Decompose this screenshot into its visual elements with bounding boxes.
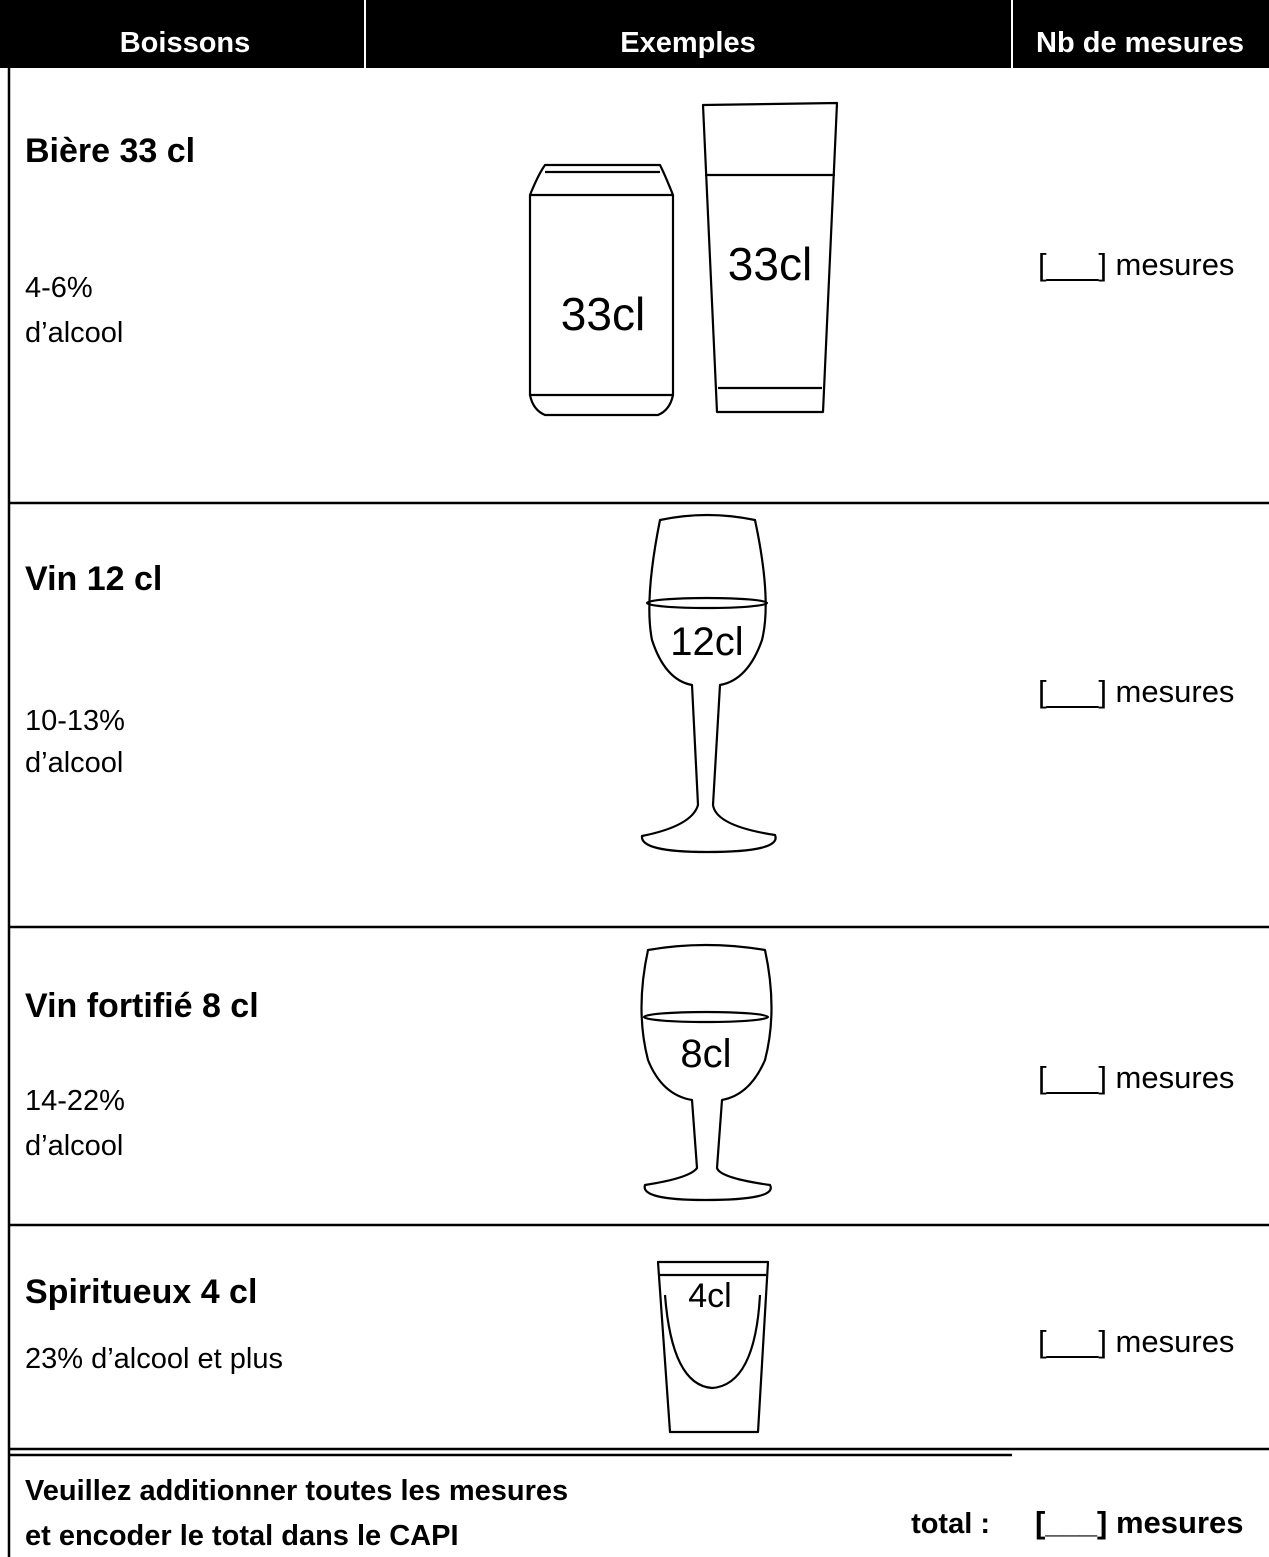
header-cell: Nb de mesures [1036, 27, 1244, 59]
example-label: 12cl [670, 620, 743, 664]
measure-count: [___] mesures [1038, 1060, 1234, 1095]
alcohol-text: 14-22% [25, 1085, 125, 1117]
measure-count: [___] mesures [1038, 1324, 1234, 1359]
example-label: 33cl [728, 238, 812, 290]
measure-count: [___] mesures [1038, 247, 1234, 282]
alcohol-text: d’alcool [25, 747, 123, 779]
alcohol-text: d’alcool [25, 1130, 123, 1162]
example-label: 4cl [688, 1277, 731, 1315]
header-cell: Exemples [620, 27, 755, 59]
footer-instruction: Veuillez additionner toutes les mesures [25, 1475, 568, 1507]
total-count: [___] mesures [1035, 1505, 1244, 1540]
alcohol-text: d’alcool [25, 317, 123, 349]
alcohol-text: 10-13% [25, 705, 125, 737]
footer-instruction: et encoder le total dans le CAPI [25, 1520, 459, 1552]
page: Boissons Exemples Nb de mesures Bière 33… [0, 0, 1269, 1557]
header-cell: Boissons [120, 27, 251, 59]
example-label: 33cl [561, 288, 645, 340]
drink-name: Bière 33 cl [25, 132, 195, 170]
total-label: total : [911, 1508, 990, 1540]
example-label: 8cl [680, 1032, 731, 1076]
wine-glass-drawing [642, 515, 776, 852]
measure-count: [___] mesures [1038, 674, 1234, 709]
alcohol-text: 4-6% [25, 272, 93, 304]
drink-name: Spiritueux 4 cl [25, 1273, 257, 1311]
drink-name: Vin fortifié 8 cl [25, 987, 259, 1025]
drink-name: Vin 12 cl [25, 560, 162, 598]
alcohol-text: 23% d’alcool et plus [25, 1343, 283, 1375]
